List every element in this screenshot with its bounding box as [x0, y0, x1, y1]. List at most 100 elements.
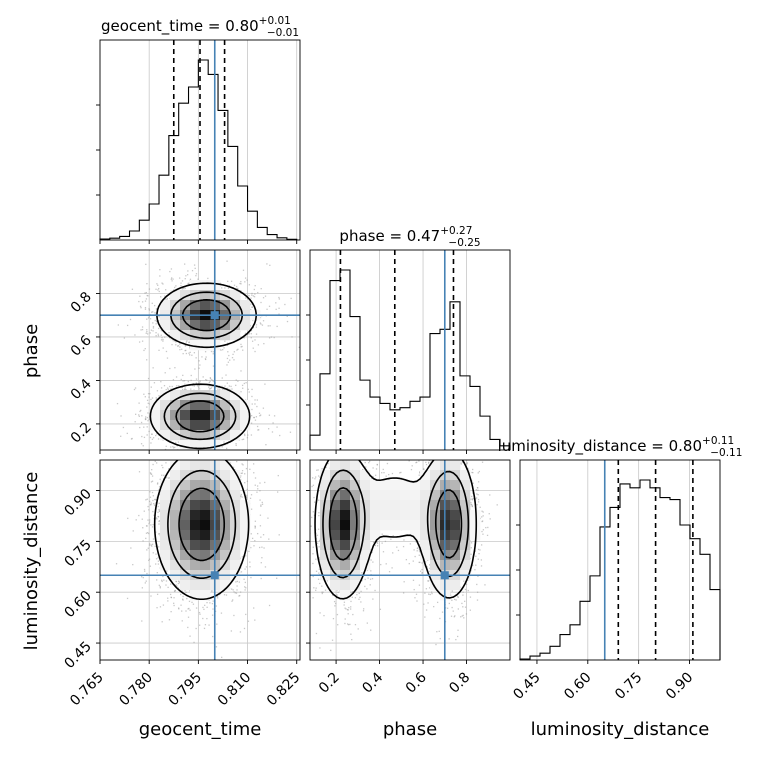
sample-point — [198, 384, 200, 386]
sample-point — [157, 482, 159, 484]
sample-point — [147, 547, 149, 549]
sample-point — [209, 451, 210, 452]
sample-point — [144, 348, 146, 350]
sample-point — [157, 284, 159, 286]
sample-point — [181, 590, 183, 592]
sample-point — [202, 451, 203, 452]
sample-point — [182, 457, 183, 458]
sample-point — [180, 282, 182, 284]
sample-point — [244, 473, 246, 475]
sample-point — [220, 612, 223, 614]
sample-point — [232, 353, 234, 356]
sample-point — [144, 396, 146, 398]
sample-point — [155, 323, 157, 325]
sample-point — [254, 293, 256, 295]
sample-point — [254, 619, 256, 621]
sample-point — [152, 524, 154, 526]
sample-point — [257, 440, 258, 441]
sample-point — [165, 445, 167, 448]
sample-point — [256, 532, 259, 535]
sample-point — [259, 482, 261, 484]
sample-point — [144, 418, 147, 420]
sample-point — [239, 594, 241, 597]
sample-point — [148, 544, 151, 546]
sample-point — [138, 341, 141, 343]
sample-point — [235, 285, 238, 288]
sample-point — [251, 294, 253, 296]
sample-point — [158, 502, 160, 505]
sample-point — [251, 388, 253, 391]
sample-point — [235, 456, 236, 457]
sample-point — [144, 292, 146, 294]
sample-point — [134, 334, 136, 336]
sample-point — [170, 596, 173, 599]
sample-point — [148, 396, 150, 398]
sample-point — [242, 438, 245, 440]
sample-point — [139, 426, 141, 429]
sample-point — [151, 526, 154, 528]
sample-point — [164, 457, 165, 458]
sample-point — [145, 298, 148, 300]
sample-point — [240, 346, 242, 348]
sample-point — [179, 346, 181, 348]
sample-point — [161, 282, 163, 284]
density-cell — [220, 420, 231, 431]
density-cell — [220, 430, 231, 441]
sample-point — [256, 399, 258, 401]
sample-point — [257, 488, 259, 490]
sample-point — [236, 349, 238, 351]
sample-point — [172, 456, 173, 457]
density-cell — [150, 420, 161, 431]
sample-point — [139, 305, 142, 307]
sample-point — [152, 322, 154, 324]
sample-point — [253, 607, 255, 609]
sample-point — [195, 357, 197, 359]
sample-point — [130, 547, 132, 549]
sample-point — [236, 585, 238, 587]
sample-point — [234, 469, 236, 471]
sample-point — [250, 494, 253, 496]
sample-point — [158, 489, 160, 491]
sample-point — [272, 422, 274, 424]
sample-point — [179, 452, 180, 453]
sample-point — [206, 379, 208, 381]
sample-point — [251, 408, 253, 411]
sample-point — [194, 455, 195, 456]
sample-point — [195, 382, 198, 384]
sample-point — [209, 378, 212, 380]
sample-point — [148, 418, 150, 421]
sample-point — [253, 296, 256, 298]
sample-point — [169, 452, 170, 453]
sample-point — [160, 387, 163, 389]
density-cell — [230, 320, 241, 331]
density-cell — [170, 400, 181, 411]
sample-point — [240, 567, 242, 569]
sample-point — [186, 452, 187, 453]
sample-point — [148, 521, 151, 523]
sample-point — [234, 592, 236, 594]
sample-point — [140, 409, 142, 412]
sample-point — [166, 357, 169, 359]
sample-point — [159, 478, 161, 480]
sample-point — [181, 280, 184, 282]
density-cell — [230, 420, 241, 431]
sample-point — [231, 600, 233, 602]
sample-point — [192, 457, 193, 458]
density-cell — [240, 420, 251, 431]
sample-point — [179, 348, 181, 351]
sample-point — [225, 374, 227, 376]
density-cell — [190, 330, 201, 341]
sample-point — [144, 308, 147, 310]
sample-point — [247, 333, 249, 336]
sample-point — [156, 593, 159, 596]
sample-point — [227, 342, 229, 344]
sample-point — [181, 287, 183, 290]
density-cell — [190, 400, 201, 411]
sample-point — [205, 379, 207, 381]
sample-point — [225, 594, 228, 596]
sample-point — [145, 580, 147, 582]
sample-point — [250, 508, 253, 510]
density-cell — [190, 320, 201, 331]
sample-point — [254, 285, 256, 287]
sample-point — [163, 455, 164, 456]
